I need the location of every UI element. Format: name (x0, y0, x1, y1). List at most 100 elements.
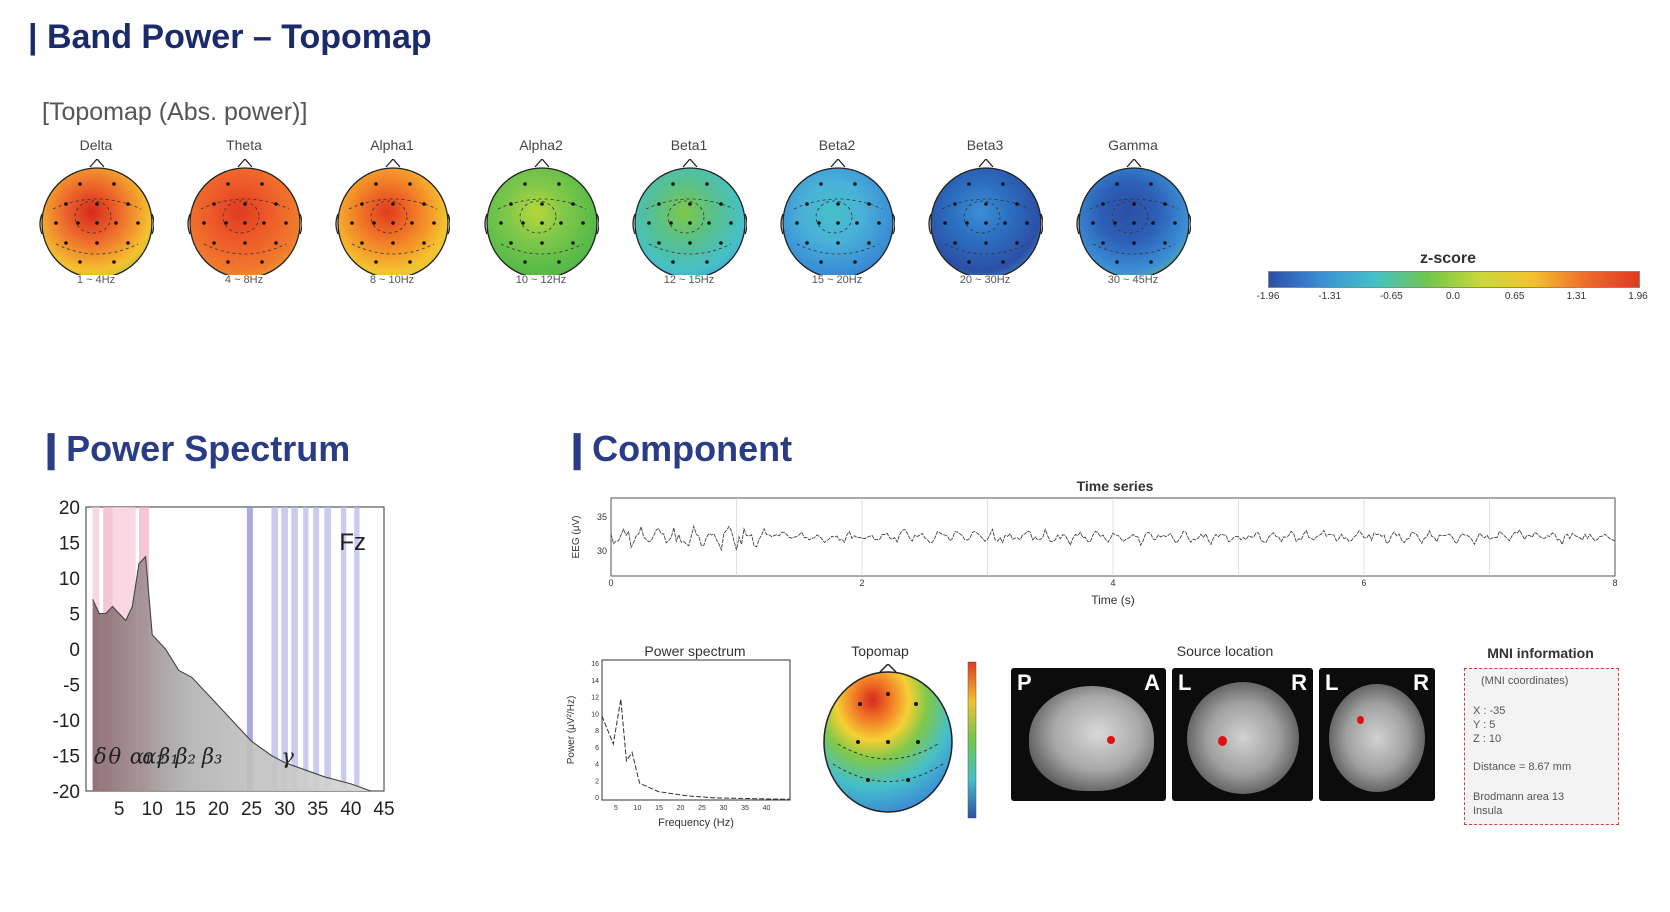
topomap-electrode (967, 182, 971, 186)
topomap-electrode (202, 221, 206, 225)
topomap-label: Delta (79, 137, 113, 153)
topomap-electrode (408, 182, 412, 186)
topomap-electrode (224, 221, 228, 225)
topomap-electrode (374, 182, 378, 186)
topomap-contour (500, 243, 584, 255)
mri-label-a: A (1144, 670, 1160, 695)
topomap-ear (299, 213, 302, 235)
topomap-electrode (226, 182, 230, 186)
colorbar-tick: 0.65 (1504, 291, 1525, 302)
mri-label-r: R (1291, 670, 1307, 695)
ps-band-shade (354, 507, 360, 791)
topomap-electrode (867, 202, 871, 206)
colorbar-title: z-score (1420, 250, 1477, 267)
mni-x: X : -35 (1473, 705, 1506, 717)
topomap-label: Alpha2 (519, 137, 563, 153)
topomap-ear (187, 213, 191, 235)
topomap-label: Theta (226, 137, 262, 153)
topomap-electrode (557, 260, 561, 264)
topomap-contour (74, 200, 112, 234)
topomap-electrode (523, 182, 527, 186)
ps-band-shade (324, 507, 332, 791)
topomap-electrode (581, 221, 585, 225)
mni-y: Y : 5 (1473, 719, 1496, 731)
topomap-electrode (95, 241, 99, 245)
topomap-electrode (64, 241, 68, 245)
ms-ytick: 2 (595, 778, 599, 785)
ps-band-label: α₁ (130, 745, 153, 769)
topomap-electrode (78, 260, 82, 264)
ps-band-label: β₂ (174, 745, 196, 769)
colorbar-tick: 1.96 (1628, 291, 1648, 302)
topomap-ear (447, 213, 450, 235)
topomap-electrode (212, 202, 216, 206)
ps-ytick: -10 (53, 711, 80, 732)
ms-xtick: 35 (741, 805, 749, 812)
ps-xtick: 5 (114, 799, 125, 820)
ms-line (601, 699, 791, 800)
topomap-electrode (795, 221, 799, 225)
topomap-ear (892, 213, 895, 235)
mri-label-l2: L (1325, 670, 1339, 695)
ps-band-label: β₃ (201, 745, 223, 769)
topomap-electrode (391, 202, 395, 206)
topomap-nose (978, 159, 994, 168)
ms-xtick: 5 (614, 805, 618, 812)
topomap-electrode (705, 260, 709, 264)
topomap-electrode (1025, 221, 1029, 225)
ts-line (610, 524, 1616, 552)
topomap-electrode (360, 202, 364, 206)
topomap-electrode (391, 221, 395, 225)
ps-band-shade (340, 507, 347, 791)
topomap-electrode (853, 260, 857, 264)
topomap-nose (89, 159, 105, 168)
topomap-electrode (112, 182, 116, 186)
ts-ytick: 35 (597, 512, 607, 522)
topomap-electrode (817, 221, 821, 225)
ps-band-shade (313, 507, 320, 791)
topomap-electrode (688, 241, 692, 245)
topomap-head (928, 159, 1043, 275)
mri-label-r2: R (1413, 670, 1429, 695)
topomap-contour (796, 243, 880, 255)
topomap-ear (632, 213, 636, 235)
mri-label-p: P (1017, 670, 1032, 695)
ps-xtick: 15 (175, 799, 196, 820)
ps-ytick: -15 (53, 747, 80, 768)
ms-xtick: 25 (698, 805, 706, 812)
ms-ytick: 10 (591, 711, 599, 718)
topomap-contour (519, 200, 557, 234)
topomap-ear (335, 213, 339, 235)
mni-area: Brodmann area 13 (1473, 791, 1565, 803)
topomap-electrode (671, 260, 675, 264)
topomap-electrode (707, 221, 711, 225)
mri-sagittal: P A (1011, 668, 1166, 801)
topomap-band: 15 ~ 20Hz (811, 274, 863, 286)
topomap-head (335, 159, 450, 275)
topomap-subtitle: [Topomap (Abs. power)] (42, 98, 308, 126)
ps-ytick: -20 (53, 782, 80, 803)
topomap-electrode (953, 202, 957, 206)
topomap-electrode (967, 260, 971, 264)
topomap-electrode (243, 202, 247, 206)
topomap-ear (596, 213, 599, 235)
topomap-electrode (126, 241, 130, 245)
topomap-head (632, 159, 747, 275)
topomap-electrode (1173, 221, 1177, 225)
ts-xtick: 0 (608, 578, 613, 588)
colorbar-tick: 1.31 (1566, 291, 1587, 302)
topomap-electrode (819, 260, 823, 264)
topomap-electrode (260, 260, 264, 264)
topomap-electrode (1015, 202, 1019, 206)
ps-band-label: α₂ (142, 745, 165, 769)
ms-xtick: 40 (763, 805, 771, 812)
topomap-electrode (95, 221, 99, 225)
topomap-electrode (1115, 182, 1119, 186)
topomap-electrode (953, 241, 957, 245)
power-spectrum-title: ❙Power Spectrum (36, 428, 351, 469)
topomap-contour (203, 243, 287, 255)
ps-xtick: 45 (373, 799, 394, 820)
mni-coords-label: (MNI coordinates) (1481, 675, 1569, 687)
topomap-electrode (1101, 241, 1105, 245)
topomap-electrode (1015, 241, 1019, 245)
